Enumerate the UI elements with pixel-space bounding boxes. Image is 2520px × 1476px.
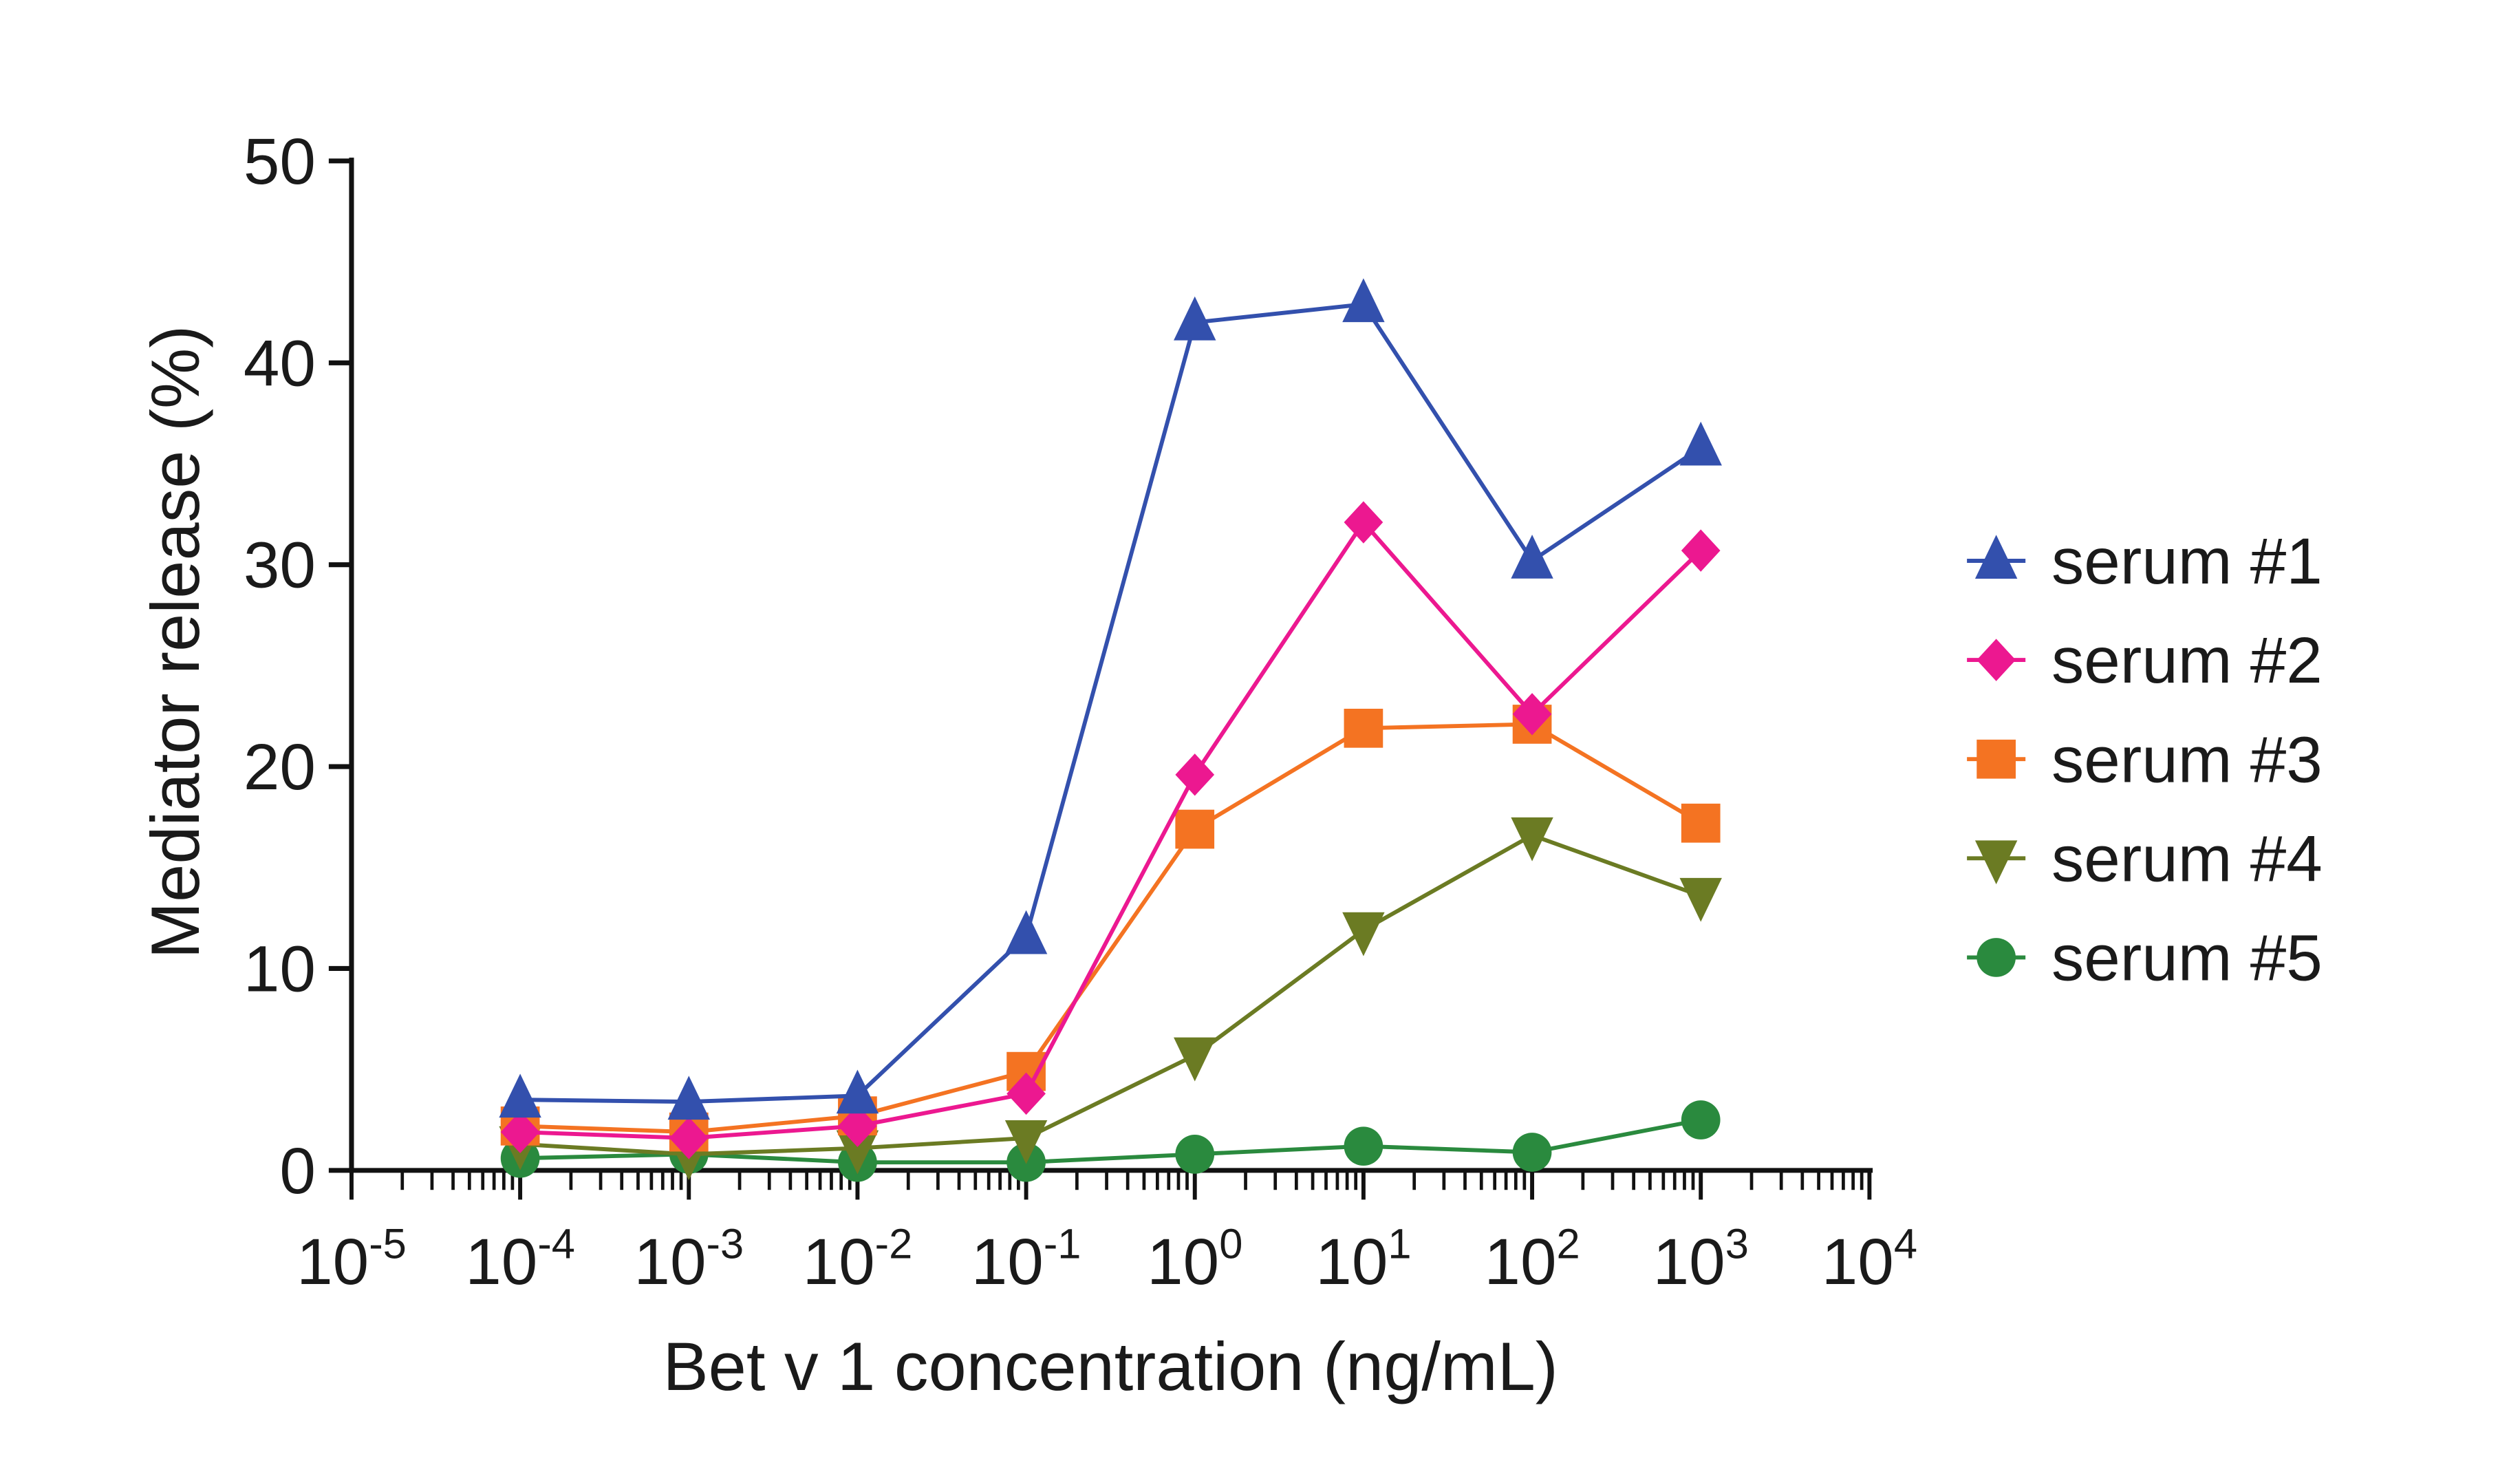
y-tick-label: 40 [244, 327, 316, 400]
legend-label: serum #1 [2051, 525, 2323, 598]
data-point [1344, 708, 1383, 748]
x-tick-label: 100 [1147, 1220, 1242, 1298]
series-layer [499, 278, 1722, 1182]
y-tick-label: 10 [244, 933, 316, 1006]
y-tick-label: 0 [279, 1135, 316, 1208]
series-line [520, 302, 1702, 1104]
x-tick-label: 10-2 [803, 1220, 913, 1298]
data-point [669, 1117, 709, 1159]
data-point [1174, 1037, 1216, 1082]
data-point [1511, 817, 1553, 862]
series-serum-2 [500, 501, 1721, 1159]
axes: 0 10 20 30 40 50 10-5 10-4 10-3 10-2 10-1 100 101 102… [244, 125, 1917, 1298]
legend-item-serum-4: serum #4 [1967, 822, 2323, 895]
legend-item-serum-1: serum #1 [1967, 525, 2323, 598]
legend-item-serum-2: serum #2 [1967, 624, 2323, 697]
data-point [836, 1069, 879, 1114]
data-point [499, 1073, 541, 1118]
series-serum-3 [500, 705, 1721, 1152]
legend-label: serum #4 [2051, 822, 2323, 895]
legend-marker [1974, 535, 2018, 579]
x-tick-label: 10-4 [465, 1220, 575, 1298]
data-point [1681, 1100, 1721, 1140]
data-point [838, 1104, 877, 1148]
data-point [1342, 278, 1385, 323]
data-point [1175, 1135, 1215, 1174]
series-line [520, 519, 1703, 1140]
legend-label: serum #5 [2051, 921, 2323, 994]
data-point [1344, 1126, 1383, 1166]
y-tick-label: 20 [244, 731, 316, 804]
data-point [1342, 912, 1385, 956]
data-point [500, 1111, 540, 1153]
series-serum-1 [499, 278, 1722, 1120]
data-point [1174, 296, 1216, 341]
y-tick-label: 30 [244, 529, 316, 602]
x-tick-label: 103 [1653, 1220, 1749, 1298]
x-tick-label: 101 [1315, 1220, 1411, 1298]
x-tick-label: 104 [1822, 1220, 1917, 1298]
legend-marker [1974, 840, 2018, 885]
data-point [1681, 803, 1721, 843]
data-point [667, 1076, 710, 1120]
data-point [1512, 693, 1552, 736]
series-serum-4 [499, 817, 1722, 1181]
x-tick-label: 10-5 [297, 1220, 407, 1298]
legend-marker [1977, 938, 2016, 977]
y-axis-label: Mediator release (%) [138, 325, 214, 959]
legend-marker [1977, 639, 2016, 681]
x-tick-label: 102 [1484, 1220, 1580, 1298]
x-tick-label: 10-3 [634, 1220, 744, 1298]
series-line [520, 722, 1702, 1135]
x-tick-label: 10-1 [971, 1220, 1081, 1298]
legend-marker [1977, 739, 2016, 779]
series-line [520, 1117, 1701, 1165]
data-point [1175, 753, 1215, 796]
y-tick-label: 50 [244, 125, 316, 198]
legend-label: serum #2 [2051, 624, 2323, 697]
legend-item-serum-5: serum #5 [1967, 921, 2323, 994]
data-point [1004, 1120, 1048, 1164]
legend-label: serum #3 [2051, 723, 2323, 796]
data-point [1175, 809, 1215, 849]
data-point [1512, 1133, 1552, 1172]
data-point [1511, 535, 1553, 579]
data-point [1004, 910, 1048, 954]
data-point [836, 1130, 879, 1175]
data-point [1679, 877, 1722, 922]
legend-item-serum-3: serum #3 [1967, 723, 2323, 796]
data-point [1679, 421, 1722, 466]
legend: serum #1 serum #2 serum #3 serum #4 serum #5 [1967, 525, 2323, 994]
x-axis-label: Bet v 1 concentration (ng/mL) [663, 1329, 1558, 1405]
series-line [519, 833, 1702, 1157]
